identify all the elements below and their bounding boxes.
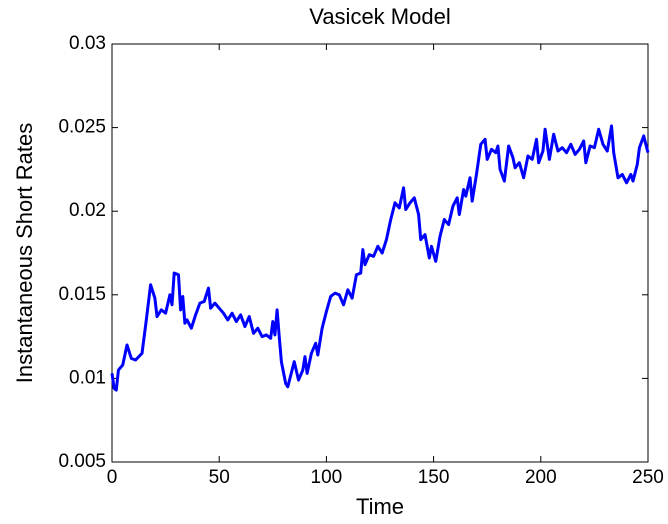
x-tick-label: 250 (632, 467, 664, 488)
y-tick-label: 0.01 (69, 367, 106, 388)
y-axis-label: Instantaneous Short Rates (12, 123, 37, 384)
x-tick-label: 200 (525, 467, 557, 488)
y-tick-label: 0.03 (69, 33, 106, 54)
y-tick-label: 0.005 (58, 451, 106, 472)
x-tick-label: 0 (107, 467, 118, 488)
y-tick-label: 0.015 (58, 284, 106, 305)
y-tick-label: 0.025 (58, 117, 106, 138)
axes-box (111, 43, 649, 463)
x-tick-label: 50 (209, 467, 230, 488)
x-tick-label: 100 (311, 467, 343, 488)
chart-title: Vasicek Model (309, 4, 450, 29)
data-line (110, 124, 650, 392)
y-tick-label: 0.02 (69, 200, 106, 221)
x-axis-label: Time (356, 494, 404, 519)
x-tick-label: 150 (418, 467, 450, 488)
